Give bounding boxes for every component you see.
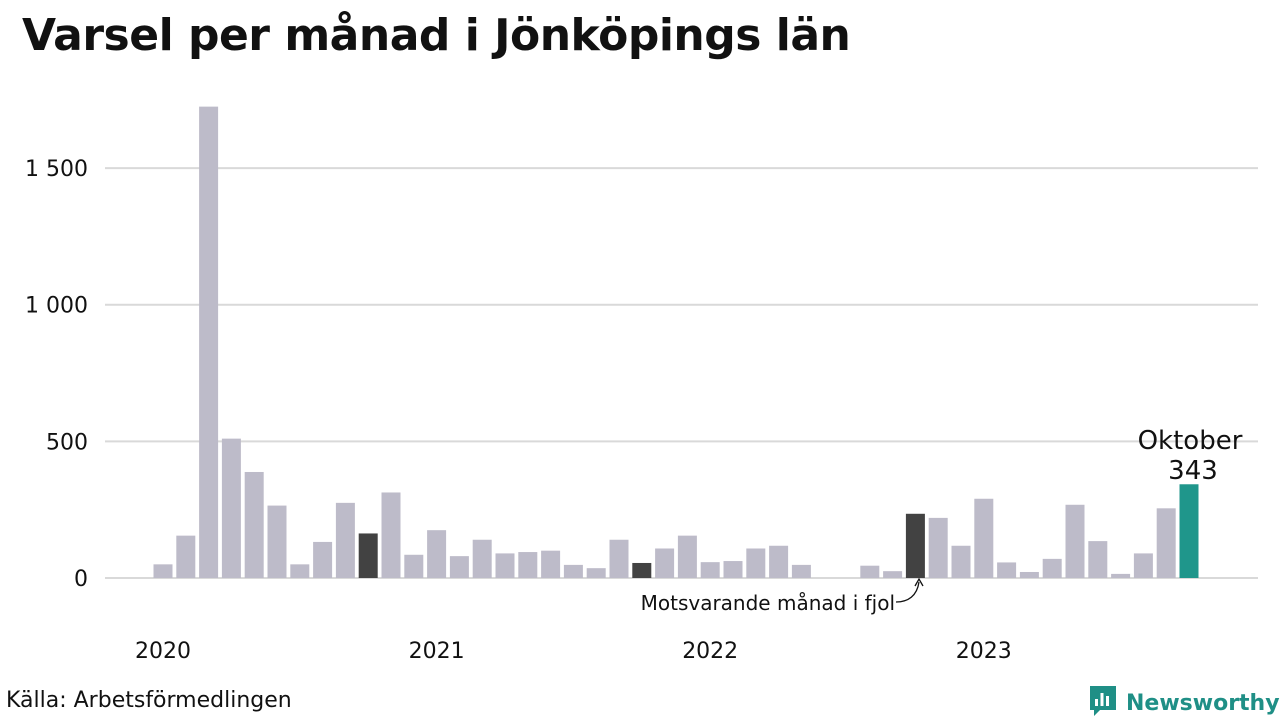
bar-2023-03 <box>1019 571 1039 578</box>
bar-2022-02 <box>723 561 743 578</box>
newsworthy-logo-icon <box>1088 684 1118 722</box>
bar-2020-02 <box>176 535 196 578</box>
brand-logo[interactable]: Newsworthy <box>1088 684 1280 722</box>
bar-2020-06 <box>267 505 287 578</box>
x-year-label-2022: 2022 <box>682 639 738 664</box>
bar-2021-12 <box>677 535 697 578</box>
source-note: Källa: Arbetsförmedlingen <box>6 688 292 713</box>
bar-2023-04 <box>1042 558 1062 578</box>
bar-2020-04 <box>221 438 241 578</box>
bar-2022-11 <box>928 517 948 578</box>
bar-2020-11 <box>381 492 401 578</box>
brand-name: Newsworthy <box>1126 690 1280 716</box>
bar-2021-05 <box>518 552 538 578</box>
bar-2020-03 <box>199 106 219 578</box>
bar-2021-09 <box>609 539 629 578</box>
annotation-arrowhead <box>914 577 924 587</box>
bar-2021-11 <box>655 548 675 578</box>
bar-2023-07 <box>1111 573 1131 578</box>
bar-2020-09 <box>335 502 355 578</box>
annotation-previous-year: Motsvarande månad i fjol <box>641 591 895 615</box>
bar-2021-03 <box>472 539 492 578</box>
bar-2023-02 <box>997 562 1017 578</box>
bar-2023-05 <box>1065 504 1085 578</box>
bar-2022-10 <box>905 513 925 578</box>
annotation-current-month: Oktober <box>1138 426 1243 456</box>
bar-2021-06 <box>541 550 561 578</box>
bar-2020-01 <box>153 564 173 578</box>
bar-2022-01 <box>700 562 720 578</box>
bar-2022-12 <box>951 545 971 578</box>
annotation-current-value: 343 <box>1168 456 1218 486</box>
bar-2022-08 <box>860 565 880 578</box>
bar-2020-07 <box>290 564 310 578</box>
y-tick-label: 500 <box>46 430 88 455</box>
bar-2022-05 <box>791 564 811 578</box>
bar-2020-10 <box>358 533 378 578</box>
bar-2021-07 <box>563 564 583 578</box>
bar-2021-04 <box>495 553 515 578</box>
bar-2022-09 <box>883 571 903 578</box>
bar-2020-05 <box>244 471 264 578</box>
y-tick-label: 1 000 <box>25 294 88 319</box>
annotation-arrow <box>895 581 920 603</box>
bar-2020-08 <box>313 541 333 578</box>
chart-title: Varsel per månad i Jönköpings län <box>22 10 851 61</box>
bar-2023-09 <box>1156 508 1176 578</box>
bar-2020-12 <box>404 554 424 578</box>
y-axis-ticks: 0 500 1 000 1 500 <box>25 157 88 592</box>
bar-2021-10 <box>632 562 652 578</box>
x-axis-year-labels: 2020 2021 2022 2023 <box>135 639 1012 664</box>
bar-2022-04 <box>769 545 789 578</box>
x-year-label-2021: 2021 <box>409 639 465 664</box>
x-year-label-2023: 2023 <box>956 639 1012 664</box>
bar-2021-08 <box>586 568 606 578</box>
x-year-label-2020: 2020 <box>135 639 191 664</box>
bar-2023-10 <box>1179 484 1199 578</box>
bar-2023-01 <box>974 498 994 578</box>
annotations: Motsvarande månad i fjol Oktober 343 <box>641 426 1243 615</box>
bar-2021-02 <box>449 556 469 578</box>
bars <box>153 106 1199 578</box>
bar-2023-08 <box>1133 553 1153 578</box>
bar-2023-06 <box>1088 541 1108 578</box>
y-tick-label: 0 <box>74 567 88 592</box>
bar-2021-01 <box>427 530 447 578</box>
bar-2022-03 <box>746 548 766 578</box>
y-tick-label: 1 500 <box>25 157 88 182</box>
